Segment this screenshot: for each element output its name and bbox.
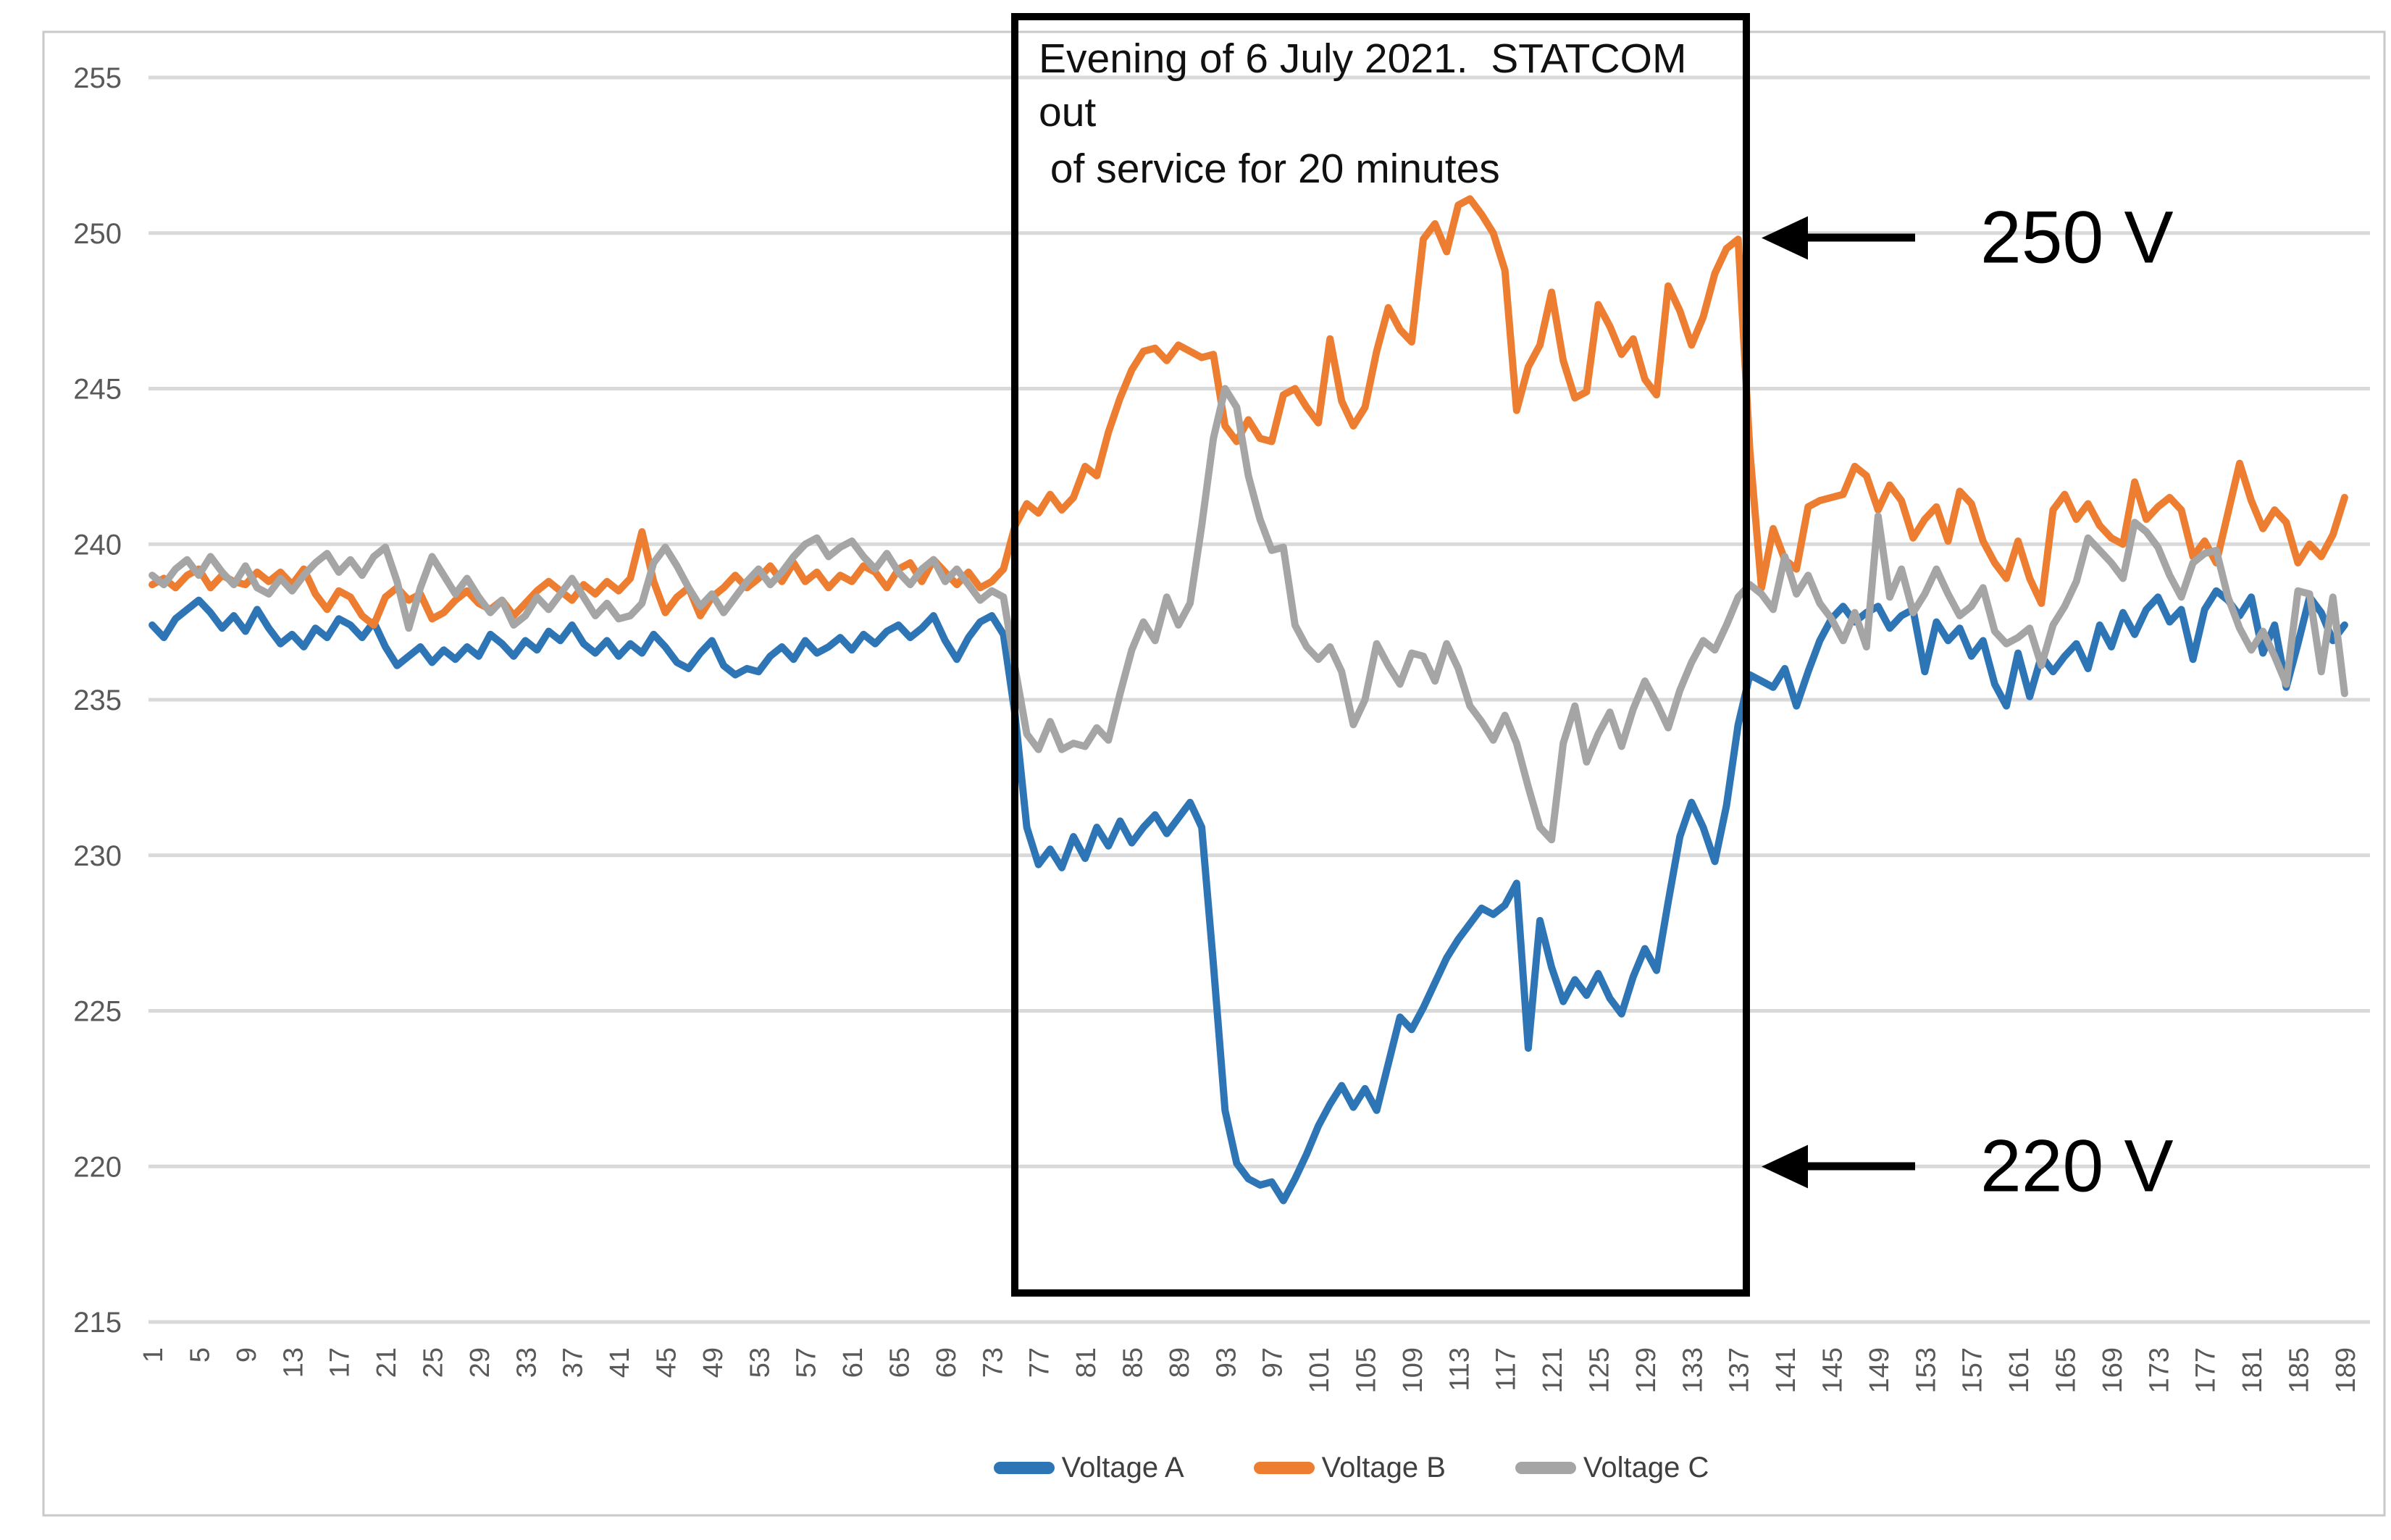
event-annotation-line-1: Evening of 6 July 2021. STATCOM out: [1039, 35, 1699, 136]
x-axis-tick-label: 41: [605, 1347, 635, 1378]
series-line-voltage-a: [148, 587, 2348, 1205]
y-axis-tick-label: 225: [73, 996, 122, 1028]
x-axis-tick-label: 89: [1165, 1347, 1195, 1378]
x-axis-tick-label: 173: [2144, 1347, 2174, 1393]
event-annotation-box: Evening of 6 July 2021. STATCOM out of s…: [1011, 13, 1750, 1297]
x-axis-tick-label: 101: [1305, 1347, 1335, 1393]
x-axis-tick-label: 69: [931, 1347, 962, 1378]
legend-item-voltage-c: Voltage C: [1515, 1452, 1709, 1484]
x-axis-tick-label: 137: [1725, 1347, 1755, 1393]
legend-label-voltage-c: Voltage C: [1583, 1452, 1709, 1483]
x-axis-tick-label: 57: [792, 1347, 822, 1378]
x-axis-tick-label: 113: [1444, 1347, 1475, 1392]
x-axis-tick-label: 1: [138, 1347, 169, 1363]
x-axis-tick-label: 45: [652, 1347, 682, 1378]
voltage-a-swatch-icon: [993, 1462, 1055, 1474]
x-axis-tick-label: 49: [698, 1347, 729, 1378]
y-axis-tick-label: 230: [73, 840, 122, 872]
chart-legend: Voltage A Voltage B Voltage C: [156, 1452, 2391, 1484]
x-axis-tick-label: 153: [1911, 1347, 1941, 1393]
series-line-voltage-b: [148, 195, 2348, 629]
x-axis-tick-label: 145: [1818, 1347, 1848, 1393]
x-axis-tick-label: 121: [1538, 1347, 1568, 1393]
arrow-shaft: [1806, 233, 1915, 242]
event-annotation-line-2: of service for 20 minutes: [1039, 146, 1500, 193]
x-axis-tick-label: 109: [1398, 1347, 1428, 1393]
x-axis-tick-label: 129: [1631, 1347, 1662, 1393]
voltage-c-swatch-icon: [1515, 1462, 1576, 1474]
legend-item-voltage-b: Voltage B: [1253, 1452, 1446, 1484]
x-axis-tick-label: 125: [1585, 1347, 1615, 1393]
x-axis-tick-label: 81: [1071, 1347, 1102, 1378]
y-axis-tick-label: 250: [73, 218, 122, 250]
legend-label-voltage-b: Voltage B: [1321, 1452, 1446, 1483]
x-axis-tick-label: 177: [2191, 1347, 2222, 1393]
x-axis-tick-label: 17: [325, 1347, 356, 1378]
callout-220v: 220 V: [1762, 1124, 2174, 1209]
x-axis-tick-label: 29: [465, 1347, 495, 1378]
x-axis-tick-label: 133: [1678, 1347, 1708, 1393]
x-axis-tick-label: 157: [1958, 1347, 1988, 1393]
x-axis-tick-label: 105: [1352, 1347, 1382, 1393]
x-axis-tick-label: 65: [885, 1347, 916, 1378]
x-axis-tick-label: 185: [2285, 1347, 2315, 1393]
left-arrow-icon: [1762, 1144, 1808, 1188]
legend-item-voltage-a: Voltage A: [993, 1452, 1184, 1484]
x-axis-tick-label: 5: [185, 1347, 216, 1363]
x-axis-tick-label: 25: [419, 1347, 449, 1378]
arrow-shaft: [1806, 1162, 1915, 1171]
x-axis-tick-label: 93: [1211, 1347, 1241, 1378]
x-axis-tick-label: 149: [1864, 1347, 1895, 1393]
x-axis-tick-label: 181: [2237, 1347, 2268, 1393]
y-axis-tick-label: 220: [73, 1151, 122, 1183]
x-axis-tick-label: 161: [2004, 1347, 2035, 1393]
x-axis-tick-label: 73: [978, 1347, 1008, 1378]
y-axis-tick-label: 245: [73, 374, 122, 406]
left-arrow-icon: [1762, 216, 1808, 259]
chart-frame-border: [42, 30, 2386, 1517]
y-axis-tick-label: 255: [73, 62, 122, 94]
callout-250v-label: 250 V: [1980, 196, 2174, 279]
x-axis-tick-label: 165: [2051, 1347, 2082, 1393]
x-axis-tick-label: 117: [1491, 1347, 1522, 1392]
x-axis-tick-label: 141: [1771, 1347, 1801, 1393]
x-axis-tick-label: 189: [2331, 1347, 2361, 1393]
x-axis-tick-label: 21: [372, 1347, 402, 1378]
x-axis-tick-label: 61: [838, 1347, 868, 1378]
x-axis-tick-label: 53: [745, 1347, 775, 1378]
x-axis-tick-label: 169: [2098, 1347, 2128, 1393]
legend-label-voltage-a: Voltage A: [1061, 1452, 1184, 1483]
x-axis-tick-label: 13: [278, 1347, 309, 1378]
y-axis-tick-label: 235: [73, 685, 122, 716]
x-axis-tick-label: 37: [558, 1347, 589, 1378]
callout-220v-label: 220 V: [1980, 1124, 2174, 1208]
x-axis-tick-label: 97: [1258, 1347, 1289, 1378]
x-axis-tick-label: 85: [1118, 1347, 1149, 1378]
y-axis-tick-label: 240: [73, 529, 122, 561]
y-axis-tick-label: 215: [73, 1307, 122, 1339]
x-axis-tick-label: 77: [1025, 1347, 1055, 1378]
x-axis-tick-label: 33: [511, 1347, 542, 1378]
x-axis-tick-label: 9: [232, 1347, 262, 1363]
series-line-voltage-c: [148, 385, 2348, 844]
callout-250v: 250 V: [1762, 196, 2174, 280]
voltage-b-swatch-icon: [1253, 1462, 1315, 1474]
